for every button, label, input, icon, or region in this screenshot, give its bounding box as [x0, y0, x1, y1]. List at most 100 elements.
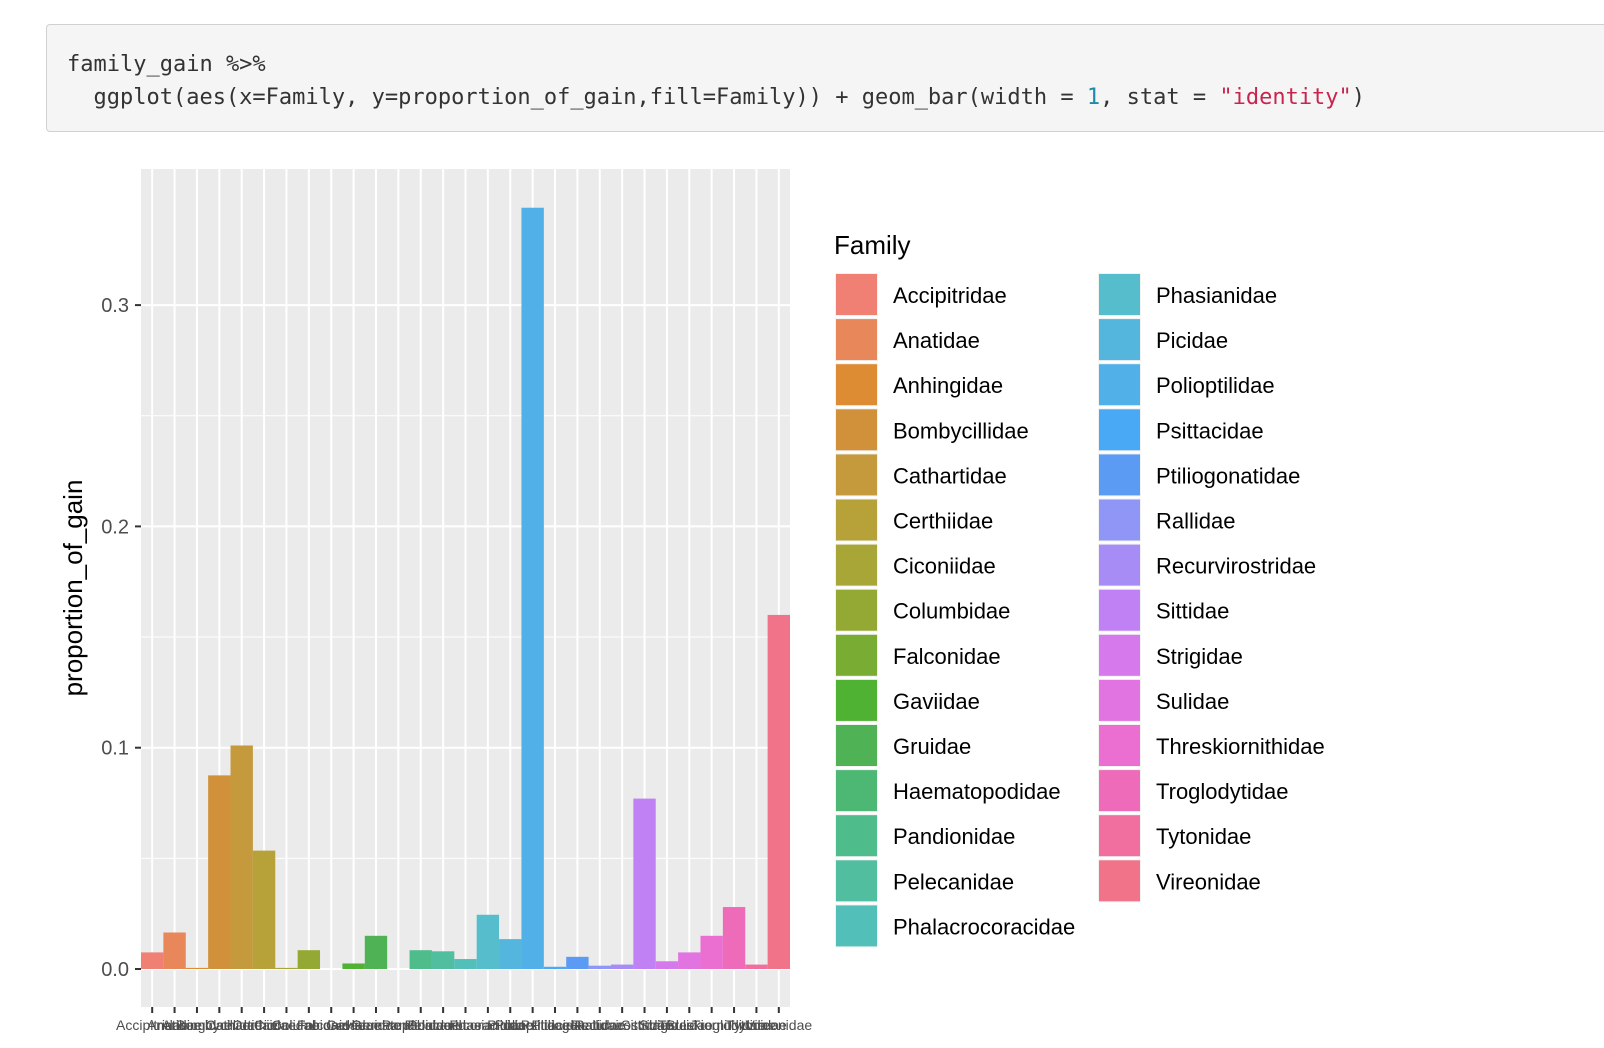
x-tick-label: Recurvirostridae	[571, 1017, 673, 1033]
bar-rallidae	[588, 965, 611, 969]
legend-label-tytonidae: Tytonidae	[1156, 824, 1251, 849]
legend-key-columbidae	[836, 589, 877, 631]
x-tick-label: Troglodytidae	[692, 1017, 777, 1033]
legend-label-columbidae: Columbidae	[893, 599, 1010, 624]
bar-picidae	[499, 939, 522, 969]
bar-sittidae	[633, 798, 656, 969]
legend-label-haematopodidae: Haematopodidae	[893, 779, 1061, 804]
code-line-1: family_gain %>%	[67, 52, 266, 77]
legend-label-cathartidae: Cathartidae	[893, 463, 1007, 488]
legend-key-tytonidae	[1099, 815, 1140, 857]
legend-key-gruidae	[836, 725, 877, 766]
y-axis: 0.0 0.1 0.2 0.3	[101, 295, 141, 981]
bar-gruidae	[364, 935, 388, 969]
bars	[141, 207, 790, 969]
legend-key-ciconiidae	[836, 544, 877, 586]
x-tick-label: Anhingidae	[162, 1017, 232, 1033]
bar-columbidae	[297, 950, 321, 969]
legend-key-gaviidae	[836, 679, 877, 721]
legend-label-polioptilidae: Polioptilidae	[1156, 373, 1275, 398]
bar-psittacidae	[543, 966, 567, 969]
bar-ciconiidae	[275, 967, 298, 969]
legend-key-vireonidae	[1099, 860, 1140, 902]
bar-vireonidae	[767, 614, 790, 969]
legend-key-haematopodidae	[836, 770, 877, 812]
bar-bombycillidae	[208, 775, 231, 969]
x-tick-label: Sulidae	[666, 1017, 713, 1033]
legend-key-anhingidae	[836, 364, 877, 406]
x-tick-label: Anatidae	[147, 1017, 202, 1033]
code-text: )	[1351, 85, 1366, 110]
bar-cathartidae	[230, 745, 253, 969]
legend-label-ciconiidae: Ciconiidae	[893, 554, 996, 579]
bar-strigidae	[655, 961, 679, 969]
x-tick-label: Gaviidae	[326, 1017, 381, 1033]
bar-accipitridae	[141, 952, 164, 969]
legend-key-phalacrocoracidae	[836, 905, 877, 947]
bar-polioptilidae	[521, 207, 544, 969]
bar-certhiidae	[252, 850, 276, 969]
x-tick-label: Pandionidae	[382, 1017, 460, 1033]
y-axis-title: proportion_of_gain	[58, 480, 88, 697]
bar-tytonidae	[745, 964, 768, 969]
code-block: family_gain %>% ggplot(aes(x=Family, y=p…	[46, 24, 1604, 132]
legend-label-gaviidae: Gaviidae	[893, 689, 980, 714]
y-tick-label: 0.3	[101, 295, 129, 317]
x-tick-label: Phalacrocoracidae	[408, 1017, 524, 1033]
legend-label-troglodytidae: Troglodytidae	[1156, 779, 1288, 804]
legend-label-threskiornithidae: Threskiornithidae	[1156, 734, 1325, 759]
x-tick-label: Columbidae	[271, 1017, 346, 1033]
code-line-2: ggplot(aes(x=Family, y=proportion_of_gai…	[67, 85, 1365, 110]
legend-label-strigidae: Strigidae	[1156, 644, 1243, 669]
legend-key-ptiliogonatidae	[1099, 454, 1140, 496]
x-tick-label: Certhiidae	[232, 1017, 296, 1033]
x-tick-label: Strigidae	[639, 1017, 694, 1033]
legend-label-falconidae: Falconidae	[893, 644, 1001, 669]
legend-key-strigidae	[1099, 634, 1140, 676]
bar-pelecanidae	[431, 951, 455, 969]
legend-label-ptiliogonatidae: Ptiliogonatidae	[1156, 463, 1300, 488]
legend-key-rallidae	[1099, 499, 1140, 541]
bar-sulidae	[678, 952, 701, 969]
x-tick-label: Cathartidae	[206, 1017, 279, 1033]
legend-label-pelecanidae: Pelecanidae	[893, 869, 1014, 894]
bar-gaviidae	[342, 963, 365, 969]
x-tick-label: Gruidae	[351, 1017, 401, 1033]
legend-key-phasianidae	[1099, 274, 1140, 315]
bar-anhingidae	[185, 967, 209, 969]
legend-key-psittacidae	[1099, 409, 1140, 451]
legend-label-anhingidae: Anhingidae	[893, 373, 1003, 398]
y-tick-label: 0.0	[101, 959, 129, 981]
legend-label-vireonidae: Vireonidae	[1156, 869, 1261, 894]
bar-phalacrocoracidae	[454, 959, 477, 969]
bar-threskiornithidae	[700, 935, 723, 969]
legend-label-certhiidae: Certhiidae	[893, 509, 993, 534]
legend-key-threskiornithidae	[1099, 725, 1140, 766]
legend: Family Accipitridae Anatidae Anhingidae Bom…	[834, 230, 1325, 948]
y-tick-label: 0.1	[101, 738, 129, 760]
legend-key-sittidae	[1099, 589, 1140, 631]
x-tick-label: Ciconiidae	[254, 1017, 320, 1033]
legend-key-falconidae	[836, 634, 877, 676]
legend-key-bombycillidae	[836, 409, 877, 451]
bar-phasianidae	[476, 914, 500, 969]
legend-label-rallidae: Rallidae	[1156, 509, 1236, 534]
legend-key-pandionidae	[836, 815, 877, 857]
bar-troglodytidae	[722, 907, 746, 969]
legend-label-sulidae: Sulidae	[1156, 689, 1229, 714]
legend-key-accipitridae	[836, 274, 877, 315]
legend-label-bombycillidae: Bombycillidae	[893, 418, 1029, 443]
x-tick-label: Tytonidae	[726, 1017, 787, 1033]
x-tick-label: Falconidae	[297, 1017, 366, 1033]
bar-recurvirostridae	[610, 964, 634, 969]
legend-key-recurvirostridae	[1099, 544, 1140, 586]
legend-label-recurvirostridae: Recurvirostridae	[1156, 554, 1316, 579]
x-tick-label: Sittidae	[621, 1017, 668, 1033]
legend-label-psittacidae: Psittacidae	[1156, 418, 1264, 443]
x-tick-label: Vireonidae	[745, 1017, 812, 1033]
legend-key-picidae	[1099, 319, 1140, 361]
legend-title: Family	[834, 230, 911, 260]
code-number: 1	[1086, 85, 1101, 110]
legend-key-certhiidae	[836, 499, 877, 541]
bar-pandionidae	[409, 950, 432, 969]
